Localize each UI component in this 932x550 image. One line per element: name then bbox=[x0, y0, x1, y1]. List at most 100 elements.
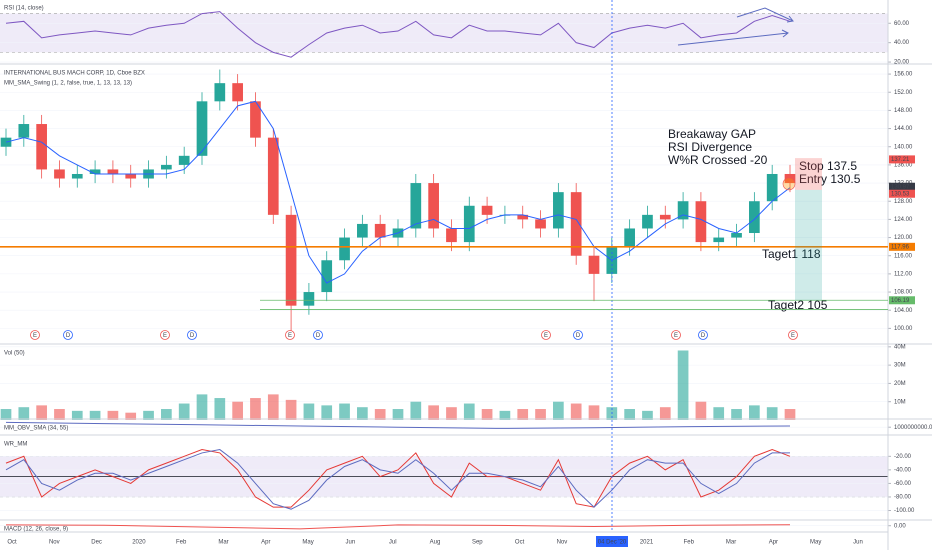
x-tick-label: Feb bbox=[176, 540, 187, 546]
bar bbox=[659, 407, 671, 420]
x-tick-label: Sep bbox=[472, 540, 483, 546]
line bbox=[5, 11, 791, 58]
annotation: Taget2 105 bbox=[768, 298, 828, 312]
y-tick-label: 152.00 bbox=[894, 90, 913, 96]
candle-body bbox=[749, 201, 760, 234]
y-tick-label: 148.00 bbox=[894, 108, 913, 114]
rsi-divergence bbox=[677, 7, 794, 46]
bar bbox=[71, 410, 83, 420]
y-tick-label: 1000000000.00 bbox=[894, 425, 932, 431]
bar bbox=[642, 410, 653, 420]
bar bbox=[677, 350, 689, 420]
candle-body bbox=[713, 237, 725, 243]
bar bbox=[446, 407, 457, 420]
candle-body bbox=[410, 183, 422, 229]
price-tag-label: 130.97 bbox=[891, 184, 910, 190]
candle-body bbox=[481, 205, 493, 215]
candle-body bbox=[18, 124, 30, 138]
x-tick-label: Apr bbox=[261, 540, 270, 546]
bar bbox=[535, 409, 546, 420]
bar bbox=[125, 412, 137, 420]
pane-title: INTERNATIONAL BUS MACH CORP, 1D, Cboe BZ… bbox=[4, 71, 145, 77]
bar bbox=[374, 409, 386, 420]
y-tick-label: 108.00 bbox=[894, 290, 913, 296]
price-tag bbox=[889, 296, 915, 305]
pane-title: MM_OBV_SMA (34, 55) bbox=[4, 426, 68, 432]
price-tag bbox=[889, 155, 915, 164]
line bbox=[5, 449, 790, 510]
event-label: D bbox=[316, 333, 321, 339]
event-label: D bbox=[576, 333, 581, 339]
event-marker bbox=[788, 330, 798, 340]
candle-body bbox=[339, 237, 350, 261]
candle-body bbox=[250, 101, 261, 138]
candle-body bbox=[196, 101, 208, 156]
y-tick-label: -20.00 bbox=[894, 454, 912, 460]
bar bbox=[410, 401, 422, 420]
line bbox=[5, 449, 791, 508]
y-tick-label: 140.00 bbox=[894, 144, 913, 150]
bar bbox=[731, 409, 742, 420]
annotation: Stop 137.5 bbox=[799, 159, 857, 173]
bar bbox=[196, 394, 208, 420]
event-label: D bbox=[190, 333, 195, 339]
y-tick-label: 40M bbox=[894, 344, 906, 350]
x-tick-label: Nov bbox=[557, 540, 568, 546]
x-tick-label: May bbox=[302, 540, 313, 546]
x-tick-label: Jun bbox=[346, 540, 356, 546]
annotation: Taget1 118 bbox=[762, 247, 821, 261]
annotation: Entry 130.5 bbox=[799, 172, 861, 186]
candle-body bbox=[125, 173, 137, 179]
y-tick-label: 112.00 bbox=[894, 271, 913, 277]
y-tick-label: 104.00 bbox=[894, 308, 913, 314]
arrow bbox=[736, 7, 794, 23]
event-marker bbox=[160, 330, 170, 340]
pane-title: RSI (14, close) bbox=[4, 6, 44, 12]
bar bbox=[0, 409, 12, 420]
line bbox=[5, 421, 791, 429]
x-tick-label: Jul bbox=[389, 540, 397, 546]
candle-body bbox=[178, 155, 190, 165]
bar bbox=[250, 398, 261, 420]
bar bbox=[357, 407, 368, 420]
candle-body bbox=[285, 214, 297, 306]
candle-body bbox=[517, 214, 529, 220]
y-tick-label: 0.00 bbox=[894, 523, 906, 529]
candle-body bbox=[214, 83, 226, 102]
x-tick-label: May bbox=[810, 540, 821, 546]
bar bbox=[624, 409, 635, 420]
event-marker bbox=[285, 330, 295, 340]
bar bbox=[89, 410, 101, 420]
candle-body bbox=[71, 173, 83, 179]
y-tick-label: 30M bbox=[894, 363, 906, 369]
event-marker bbox=[30, 330, 40, 340]
bar bbox=[232, 401, 243, 420]
x-tick-label: Dec bbox=[91, 540, 102, 546]
price-tag bbox=[889, 189, 915, 198]
bar bbox=[107, 410, 119, 420]
candle-body bbox=[642, 214, 653, 229]
candle-body bbox=[695, 201, 707, 243]
event-marker bbox=[698, 330, 708, 340]
candle-body bbox=[303, 292, 315, 306]
x-tick-label: Feb bbox=[684, 540, 695, 546]
event-marker bbox=[63, 330, 73, 340]
y-tick-label: -80.00 bbox=[894, 495, 912, 501]
line bbox=[5, 100, 791, 284]
pane-subtitle: MM_SMA_Swing (1, 2, false, true, 1, 13, … bbox=[4, 81, 132, 87]
arrow bbox=[677, 29, 789, 46]
bar bbox=[749, 405, 760, 420]
candle-body bbox=[570, 192, 582, 256]
panes: 20.00 40.00 60.00 RSI (14, close) 100.00 104.… bbox=[0, 6, 932, 547]
y-tick-label: 128.00 bbox=[894, 199, 913, 205]
bar bbox=[339, 403, 350, 420]
bar bbox=[499, 410, 511, 420]
event-marker bbox=[187, 330, 197, 340]
price-tag-label: 130.53 bbox=[891, 191, 910, 197]
x-tick-label: Jun bbox=[853, 540, 863, 546]
x-tick-label: 2021 bbox=[640, 540, 654, 546]
candle-body bbox=[784, 173, 796, 184]
price-tag-label: 117.96 bbox=[891, 244, 910, 250]
candle-body bbox=[267, 137, 279, 215]
candle-body bbox=[553, 192, 564, 229]
